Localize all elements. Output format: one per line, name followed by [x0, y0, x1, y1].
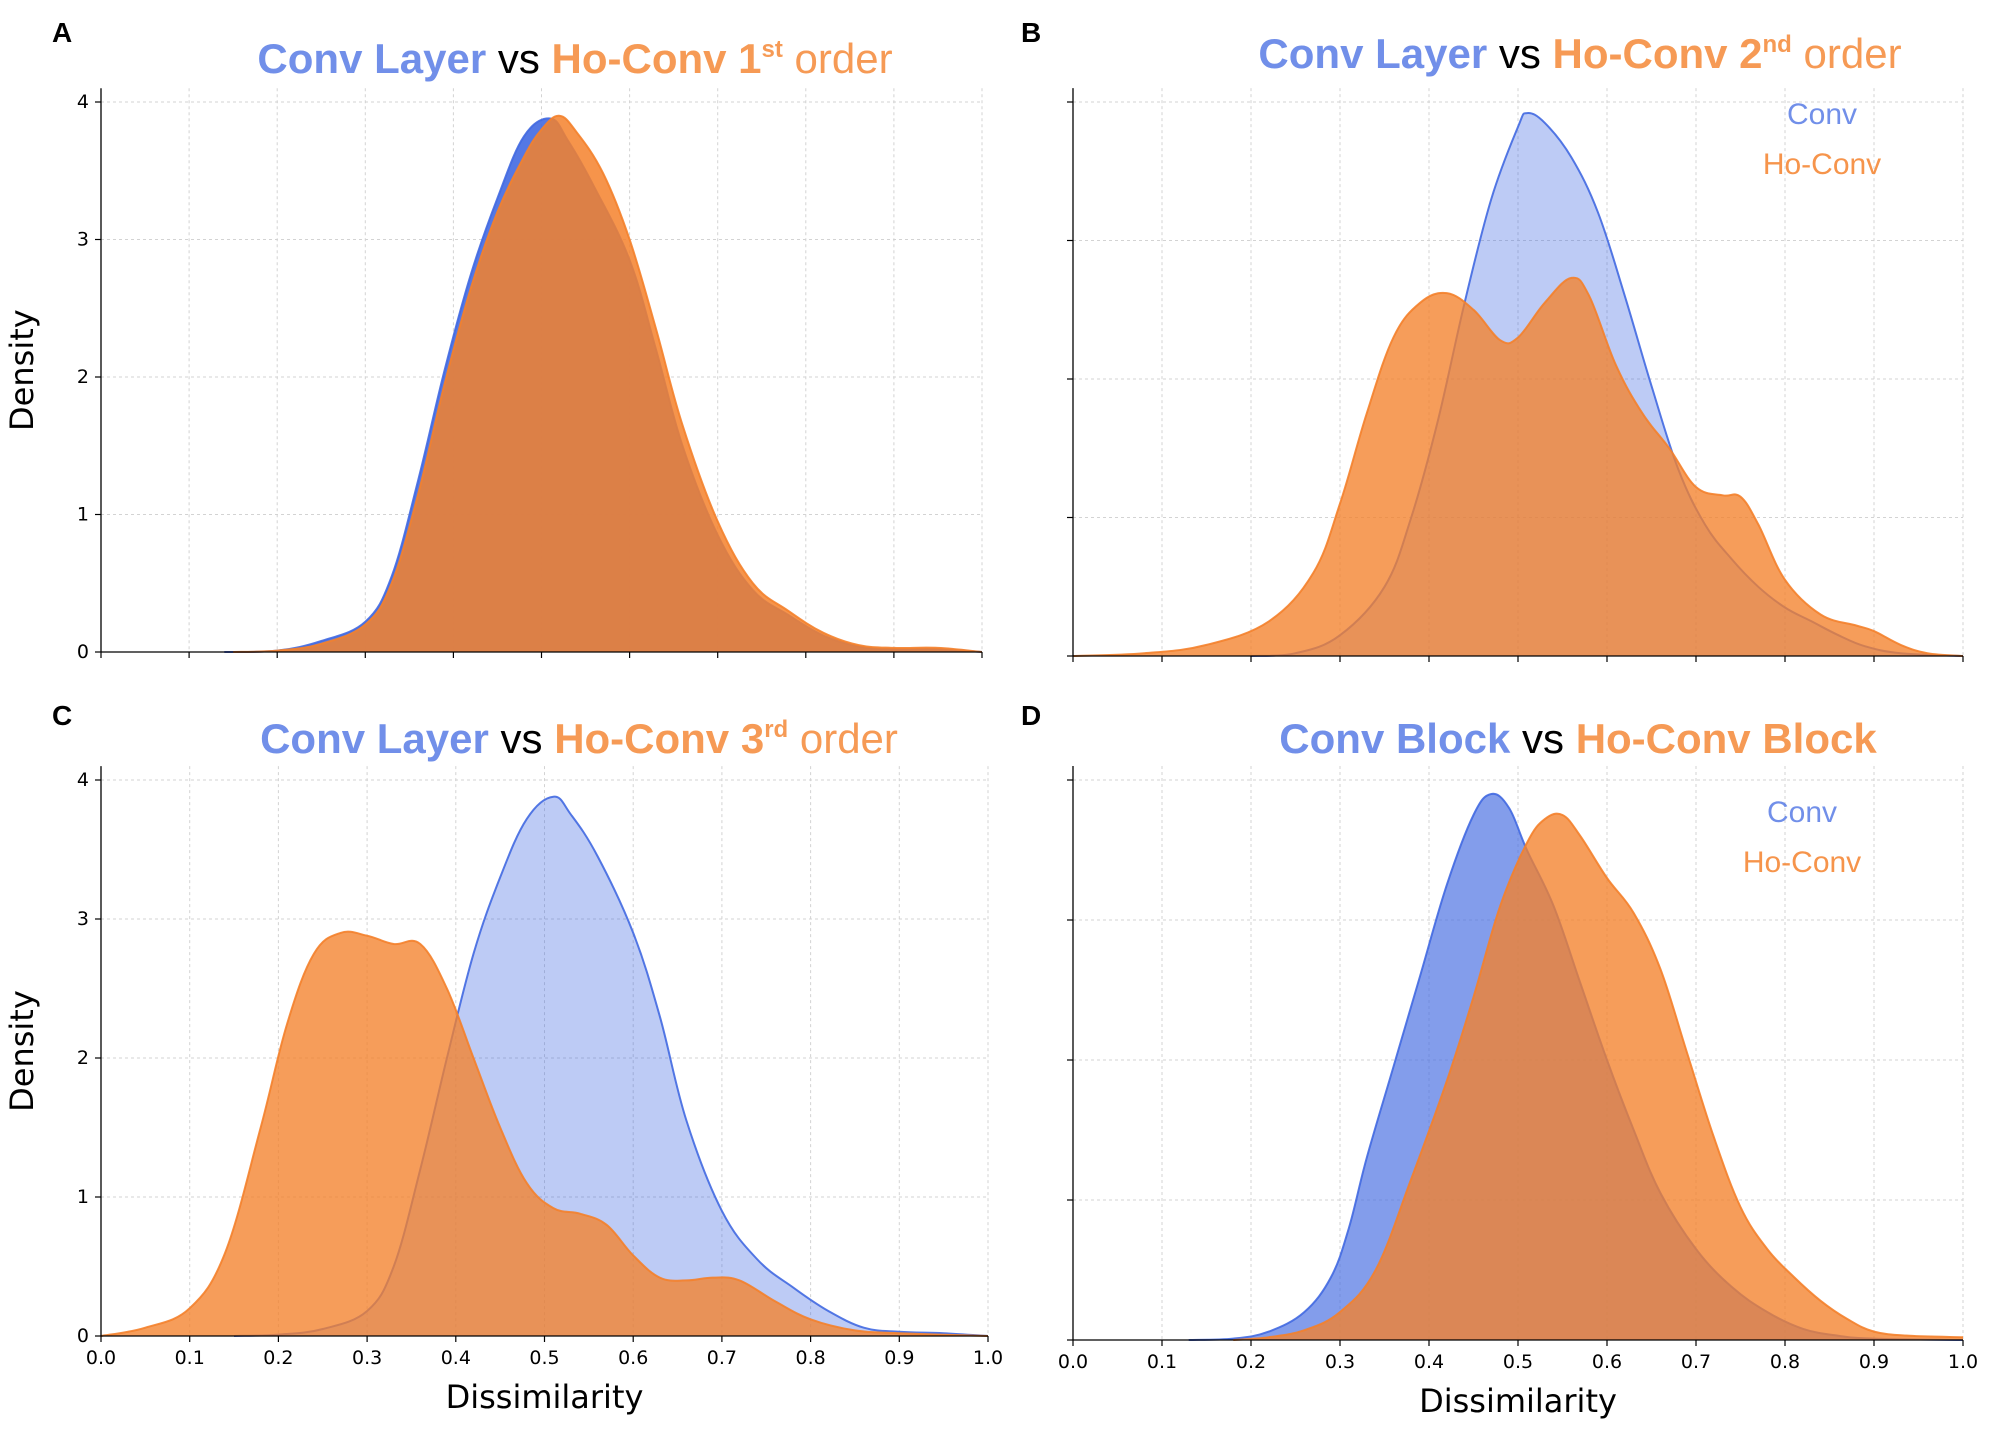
chart-title: Conv Block vs Ho-Conv Block — [1279, 715, 1877, 762]
panel-D: 0.0 0.1 0.2 0.3 0.4 0.5 0.6 0.7 0.8 0.9 1.0 Dissimi… — [1021, 700, 1978, 1420]
title-superscript: st — [762, 36, 783, 63]
title-superscript: rd — [764, 716, 788, 743]
x-tick-label: 0.1 — [175, 1347, 205, 1369]
y-tick-label: 3 — [77, 229, 89, 251]
x-tick-label: 1.0 — [973, 1347, 1003, 1369]
x-tick-label: 0.3 — [1325, 1351, 1355, 1373]
panel-letter: D — [1021, 700, 1041, 731]
x-tick-label: 0.2 — [263, 1347, 293, 1369]
series-line-ho-conv — [233, 114, 983, 653]
legend-conv: Conv — [1787, 98, 1857, 131]
panel-letter: B — [1021, 17, 1041, 48]
panel-letter: A — [52, 17, 72, 48]
y-axis-label: Density — [3, 309, 41, 431]
y-tick-label: 4 — [77, 91, 89, 113]
x-tick-label: 0.0 — [86, 1347, 116, 1369]
y-tick-label: 0 — [77, 641, 89, 663]
title-hoconv-part: Ho-Conv 1 — [552, 35, 762, 82]
chart-title: Conv Layer vs Ho-Conv 3rd order — [260, 715, 898, 762]
x-tick-label: 0.9 — [884, 1347, 914, 1369]
series-area-ho-conv — [1233, 813, 1963, 1340]
y-tick-label: 0 — [77, 1325, 89, 1347]
x-tick-label: 0.4 — [1414, 1351, 1444, 1373]
y-tick-label: 2 — [77, 366, 89, 388]
title-vs: vs — [501, 715, 555, 762]
y-tick-label: 4 — [77, 769, 89, 791]
title-conv-part: Conv Block — [1279, 715, 1522, 762]
x-tick-label: 0.9 — [1859, 1351, 1889, 1373]
title-superscript: nd — [1763, 31, 1792, 58]
x-tick-label: 0.7 — [707, 1347, 737, 1369]
series-line-ho-conv — [1072, 276, 1964, 657]
panel-B: B Conv Layer vs Ho-Conv 2nd order Conv Ho-C… — [1021, 17, 1964, 662]
series-area-ho-conv — [101, 931, 988, 1336]
series-area-ho-conv — [1073, 277, 1963, 656]
y-tick-label: 3 — [77, 908, 89, 930]
series-line-ho-conv — [1233, 812, 1964, 1341]
x-tick-label: 0.5 — [1503, 1351, 1533, 1373]
x-tick-label: 0.4 — [441, 1347, 471, 1369]
y-tick-label: 1 — [77, 1186, 89, 1208]
legend-conv: Conv — [1767, 796, 1837, 829]
legend-hoconv: Ho-Conv — [1743, 846, 1861, 879]
y-axis-label: Density — [3, 990, 41, 1112]
x-tick-label: 0.1 — [1147, 1351, 1177, 1373]
chart-title: Conv Layer vs Ho-Conv 1st order — [257, 35, 892, 82]
title-order: order — [788, 715, 898, 762]
x-tick-label: 0.8 — [795, 1347, 825, 1369]
x-tick-label: 0.7 — [1681, 1351, 1711, 1373]
title-hoconv-part: Ho-Conv 3 — [554, 715, 764, 762]
x-tick-label: 0.0 — [1058, 1351, 1088, 1373]
title-vs: vs — [1522, 715, 1576, 762]
y-tick-label: 1 — [77, 504, 89, 526]
x-tick-label: 0.8 — [1770, 1351, 1800, 1373]
y-tick-label: 2 — [77, 1047, 89, 1069]
panel-A: 0 1 2 3 4 Density A Conv Layer vs Ho-Conv 1st o… — [3, 17, 983, 663]
legend-hoconv: Ho-Conv — [1763, 148, 1881, 181]
panel-letter: C — [52, 700, 72, 731]
x-tick-label: 0.6 — [1592, 1351, 1622, 1373]
title-order: order — [1792, 30, 1902, 77]
series-area-ho-conv — [233, 115, 982, 652]
chart-title: Conv Layer vs Ho-Conv 2nd order — [1258, 30, 1901, 77]
x-tick-label: 1.0 — [1948, 1351, 1978, 1373]
panel-C: 0.0 0.1 0.2 0.3 0.4 0.5 0.6 0.7 0.8 0.9 1.0 0 1 2 3 4 De… — [3, 700, 1003, 1416]
title-hoconv-part: Ho-Conv 2 — [1553, 30, 1763, 77]
x-tick-label: 0.2 — [1236, 1351, 1266, 1373]
x-axis-label: Dissimilarity — [1419, 1382, 1617, 1420]
title-hoconv-part: Ho-Conv Block — [1576, 715, 1878, 762]
title-vs: vs — [498, 35, 552, 82]
x-tick-label: 0.6 — [618, 1347, 648, 1369]
title-conv-part: Conv Layer — [260, 715, 500, 762]
title-vs: vs — [1499, 30, 1553, 77]
x-tick-label: 0.5 — [529, 1347, 559, 1369]
title-order: order — [783, 35, 893, 82]
title-conv-part: Conv Layer — [1258, 30, 1498, 77]
x-axis-label: Dissimilarity — [446, 1378, 644, 1416]
series-line-ho-conv — [100, 930, 989, 1337]
x-tick-label: 0.3 — [352, 1347, 382, 1369]
title-conv-part: Conv Layer — [257, 35, 497, 82]
